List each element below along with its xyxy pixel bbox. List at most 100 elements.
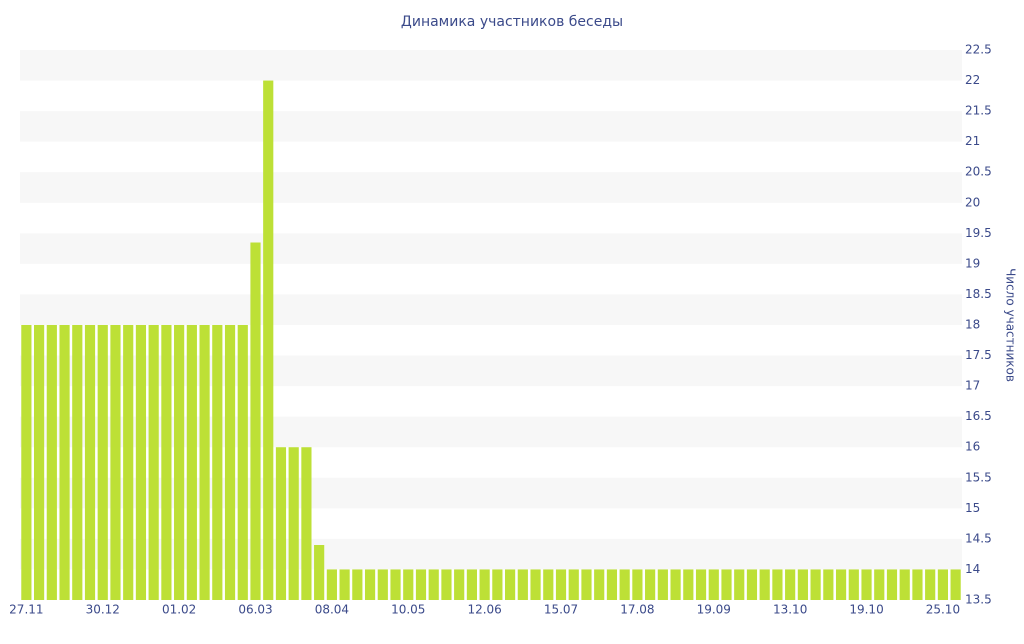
bar xyxy=(199,325,210,600)
bar xyxy=(301,447,312,600)
y-tick-label: 18.5 xyxy=(965,287,992,301)
bar xyxy=(339,569,350,600)
y-tick-label: 18 xyxy=(965,318,980,332)
bar xyxy=(530,569,541,600)
bar xyxy=(415,569,427,600)
bar xyxy=(479,569,490,600)
bar xyxy=(110,325,121,600)
bar xyxy=(517,569,528,600)
bar xyxy=(581,569,592,600)
y-tick-label: 21.5 xyxy=(965,104,992,118)
bar xyxy=(148,325,159,600)
y-tick-label: 15.5 xyxy=(965,470,992,484)
bar xyxy=(543,569,554,600)
bar xyxy=(454,569,465,600)
bar xyxy=(835,569,847,600)
bar xyxy=(861,569,872,600)
grid-band xyxy=(20,233,962,264)
y-tick-label: 19 xyxy=(965,256,980,270)
bar xyxy=(555,569,567,600)
bar xyxy=(594,569,605,600)
x-tick-label: 08.04 xyxy=(315,603,349,617)
y-tick-label: 16.5 xyxy=(965,409,992,423)
y-tick-label: 22 xyxy=(965,73,980,87)
bar xyxy=(135,325,147,600)
bar xyxy=(657,569,668,600)
bar xyxy=(772,569,783,600)
bar xyxy=(619,569,630,600)
bar xyxy=(46,325,57,600)
bar xyxy=(492,569,503,600)
x-tick-label: 27.11 xyxy=(9,603,43,617)
bar xyxy=(97,325,108,600)
bar xyxy=(937,569,948,600)
bar xyxy=(848,569,859,600)
bar xyxy=(950,569,961,600)
bar xyxy=(123,325,134,600)
bar xyxy=(84,325,96,600)
bar xyxy=(377,569,388,600)
bar xyxy=(708,569,719,600)
bar xyxy=(899,569,910,600)
bar xyxy=(441,569,452,600)
bar xyxy=(606,569,618,600)
x-tick-label: 25.10 xyxy=(926,603,960,617)
y-tick-label: 21 xyxy=(965,134,980,148)
y-tick-label: 17.5 xyxy=(965,348,992,362)
bar xyxy=(288,447,299,600)
bar xyxy=(734,569,745,600)
x-tick-label: 12.06 xyxy=(467,603,501,617)
x-tick-label: 19.09 xyxy=(697,603,731,617)
grid-band xyxy=(20,172,962,203)
bar xyxy=(326,569,337,600)
bar xyxy=(186,325,197,600)
bar xyxy=(670,569,681,600)
x-tick-label: 30.12 xyxy=(86,603,120,617)
y-tick-label: 15 xyxy=(965,501,980,515)
bar xyxy=(683,569,694,600)
bar xyxy=(428,569,439,600)
y-tick-label: 17 xyxy=(965,379,980,393)
bar xyxy=(466,569,477,600)
y-tick-label: 13.5 xyxy=(965,593,992,607)
bar xyxy=(568,569,579,600)
bar xyxy=(886,569,898,600)
y-tick-label: 16 xyxy=(965,440,980,454)
bar xyxy=(275,447,287,600)
y-tick-label: 20 xyxy=(965,195,980,209)
x-tick-label: 17.08 xyxy=(620,603,654,617)
bar xyxy=(746,569,758,600)
bar xyxy=(352,569,363,600)
bar xyxy=(237,325,248,600)
bar xyxy=(403,569,414,600)
grid-band xyxy=(20,294,962,325)
grid-band xyxy=(20,50,962,81)
bar xyxy=(364,569,376,600)
bar xyxy=(250,242,261,600)
bar xyxy=(721,569,732,600)
bar xyxy=(645,569,656,600)
bar xyxy=(34,325,45,600)
bar xyxy=(785,569,796,600)
bar xyxy=(72,325,83,600)
bar xyxy=(21,325,32,600)
bar xyxy=(810,569,821,600)
bar xyxy=(925,569,936,600)
bar xyxy=(390,569,401,600)
y-tick-label: 20.5 xyxy=(965,165,992,179)
bar xyxy=(912,569,923,600)
x-tick-label: 15.07 xyxy=(544,603,578,617)
y-tick-label: 14 xyxy=(965,562,980,576)
bar xyxy=(224,325,236,600)
grid-band xyxy=(20,111,962,142)
bar xyxy=(874,569,885,600)
x-tick-label: 19.10 xyxy=(849,603,883,617)
bar xyxy=(212,325,223,600)
bar xyxy=(161,325,172,600)
bar xyxy=(505,569,516,600)
bar xyxy=(823,569,834,600)
bar xyxy=(759,569,770,600)
x-tick-label: 13.10 xyxy=(773,603,807,617)
bar xyxy=(632,569,643,600)
